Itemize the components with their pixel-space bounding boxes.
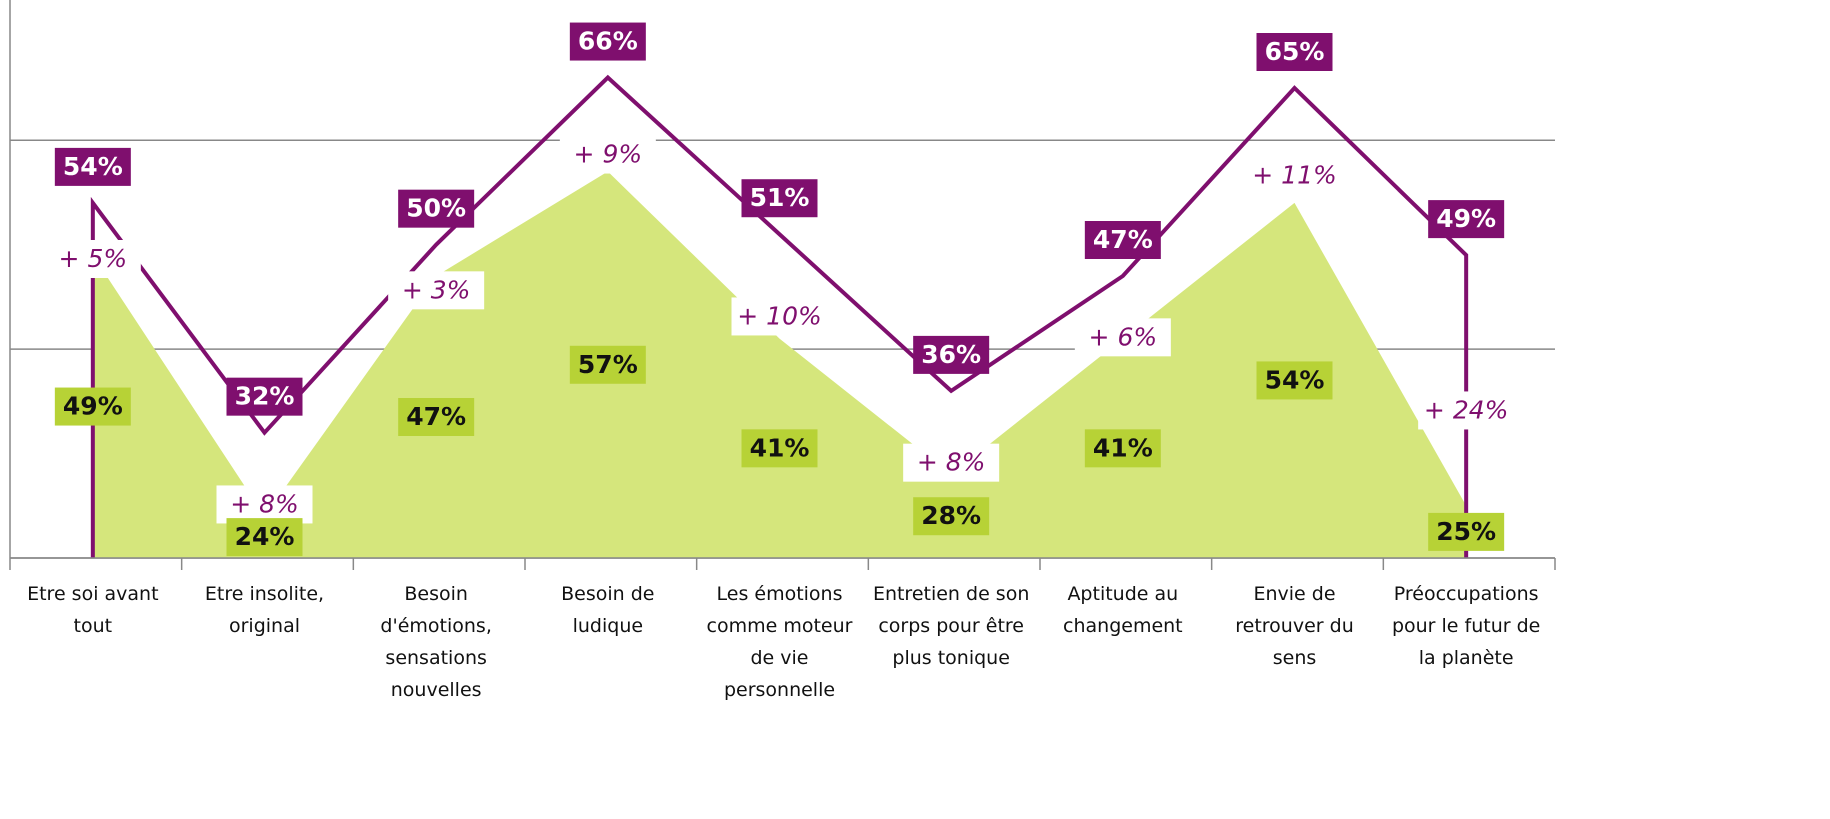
line-value-label-bg [569,22,646,61]
x-tick-label: Besoin d'émotions, sensations nouvelles [380,583,492,701]
line-value-label: 65% [1265,37,1325,66]
area-value-label: 57% [578,350,638,379]
diff-label: + 3% [402,275,471,304]
area-value-label-bg [226,518,303,557]
line-value-label: 51% [750,183,810,212]
area-value-label-bg [1084,429,1161,468]
x-tick-label: Envie de retrouver du sens [1235,583,1354,669]
area-value-label-bg [398,398,475,436]
diff-label: + 5% [59,244,128,273]
diff-label: + 24% [1424,395,1508,424]
diff-label-bg [1246,156,1343,195]
diff-label: + 8% [917,448,986,477]
area-value-label: 41% [1093,433,1153,462]
diff-label: + 11% [1252,160,1336,189]
line-value-label: 54% [63,152,123,181]
line-value-label: 50% [406,194,466,223]
x-tick-label: Etre insolite, original [204,583,325,637]
area-value-label-bg [913,497,990,536]
diff-label: + 8% [230,489,299,518]
area-value-label-bg [569,345,646,384]
line-value-label-bg [1084,221,1161,259]
area-value-label: 28% [921,501,981,530]
diff-label-bg [44,240,141,278]
diff-label-bg [388,271,485,310]
diff-label-bg [1074,318,1171,357]
line-value-label: 49% [1436,204,1496,233]
line-value-label: 47% [1093,225,1153,254]
x-tick-label: Préoccupations pour le futur de la planè… [1391,583,1541,669]
area-value-label: 54% [1265,365,1325,394]
line-value-label: 66% [578,27,638,56]
x-tick-label: Etre soi avant tout [27,583,159,637]
area-value-label: 25% [1436,517,1496,546]
line-value-label-bg [398,189,475,228]
diff-label: + 10% [737,301,821,330]
area-value-label-bg [741,429,818,468]
diff-label-bg [559,135,656,174]
diff-label: + 9% [574,140,643,169]
line-value-label-bg [1256,33,1333,71]
line-value-label-bg [913,335,990,374]
diff-label-bg [731,297,828,336]
diff-label-bg [1418,391,1515,430]
area-value-label: 47% [406,402,466,431]
line [90,74,1469,558]
line-value-label-bg [1428,200,1505,239]
diff-label-bg [216,485,313,524]
area-value-label: 49% [63,392,123,421]
area-value-label-bg [54,387,131,426]
area-value-label: 24% [235,522,295,551]
line-value-label-bg [226,377,303,416]
line-value-label-bg [54,147,131,186]
x-tick-label: Aptitude au changement [1063,583,1183,637]
area-value-label: 41% [750,433,810,462]
x-tick-label: Les émotions comme moteur de vie personn… [706,583,853,701]
diff-label: + 6% [1089,322,1158,351]
line-value-label: 32% [235,382,295,411]
area-value-label-bg [1256,361,1333,400]
x-tick-label: Besoin de ludique [561,583,655,637]
area-value-label-bg [1428,512,1505,551]
x-tick-label: Entretien de son corps pour être plus to… [872,583,1030,669]
line-value-label: 36% [921,340,981,369]
line-value-label-bg [741,179,818,218]
diff-label-bg [903,443,1000,482]
